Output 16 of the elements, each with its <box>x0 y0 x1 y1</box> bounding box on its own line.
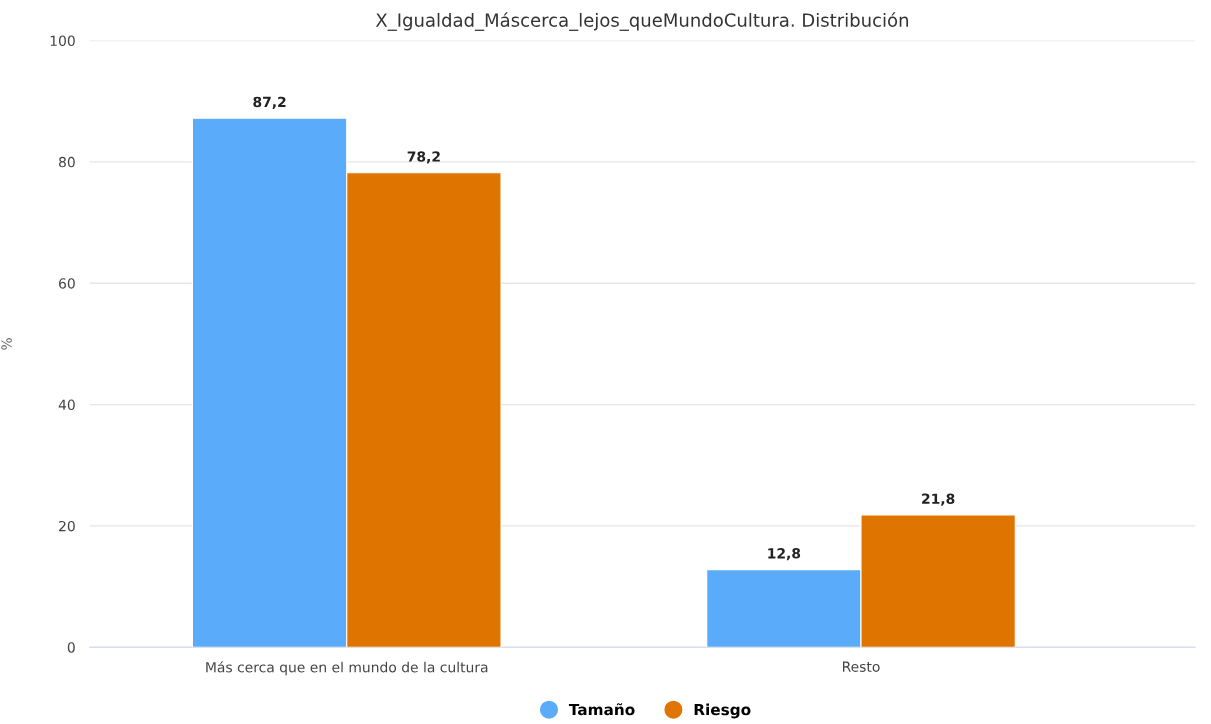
data-label: 12,8 <box>768 548 801 561</box>
chart-title: X_Igualdad_Máscerca_lejos_queMundoCultura. Distribución <box>375 12 908 31</box>
y-tick-label: 80 <box>58 156 75 168</box>
x-tick-label: Resto <box>842 661 880 672</box>
x-tick-label: Más cerca que en el mundo de la cultura <box>206 661 488 676</box>
y-tick-label: 20 <box>59 520 75 532</box>
data-label: 87,2 <box>253 96 286 109</box>
y-tick-label: 40 <box>58 399 75 411</box>
data-label: 78,2 <box>407 151 440 164</box>
legend-label: Riesgo <box>694 703 751 719</box>
y-tick-label: 60 <box>59 278 75 289</box>
legend-label: Tamaño <box>568 703 635 716</box>
y-tick-label: 100 <box>50 35 75 47</box>
y-tick-label: 0 <box>67 642 75 653</box>
y-axis-title: % <box>1 338 12 350</box>
data-label: 21,8 <box>922 493 955 506</box>
